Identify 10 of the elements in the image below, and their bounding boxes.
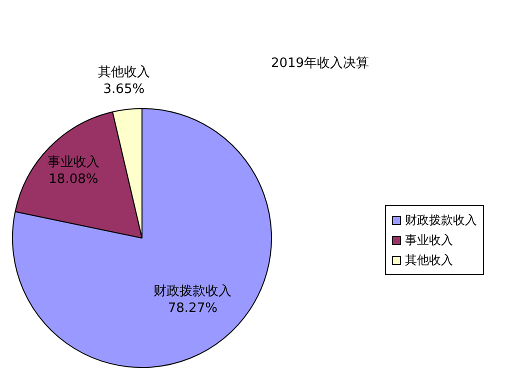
chart-title: 2019年收入决算 bbox=[270, 55, 370, 72]
data-label: 3.65% bbox=[103, 82, 145, 97]
legend-label: 其他收入 bbox=[405, 252, 453, 268]
slice-label: 财政拨款收入 bbox=[154, 284, 232, 300]
slice-label: 事业收入 bbox=[47, 154, 100, 170]
legend-label: 事业收入 bbox=[405, 232, 453, 248]
legend-label: 财政拨款收入 bbox=[405, 212, 477, 228]
data-label: 18.08% bbox=[48, 172, 98, 187]
slice-label: 其他收入 bbox=[98, 64, 150, 80]
data-label: 78.27% bbox=[168, 301, 218, 316]
